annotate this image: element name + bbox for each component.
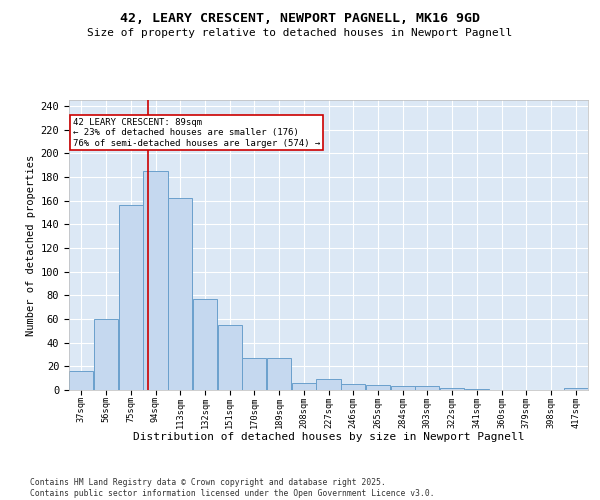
Bar — [193, 299, 217, 390]
Bar — [316, 380, 341, 390]
Text: Size of property relative to detached houses in Newport Pagnell: Size of property relative to detached ho… — [88, 28, 512, 38]
Bar — [242, 358, 266, 390]
Text: 42 LEARY CRESCENT: 89sqm
← 23% of detached houses are smaller (176)
76% of semi-: 42 LEARY CRESCENT: 89sqm ← 23% of detach… — [73, 118, 320, 148]
Bar — [415, 386, 439, 390]
Text: 42, LEARY CRESCENT, NEWPORT PAGNELL, MK16 9GD: 42, LEARY CRESCENT, NEWPORT PAGNELL, MK1… — [120, 12, 480, 26]
X-axis label: Distribution of detached houses by size in Newport Pagnell: Distribution of detached houses by size … — [133, 432, 524, 442]
Bar — [391, 386, 415, 390]
Bar — [563, 388, 587, 390]
Bar — [366, 386, 390, 390]
Bar — [465, 389, 489, 390]
Bar — [218, 325, 242, 390]
Text: Contains HM Land Registry data © Crown copyright and database right 2025.
Contai: Contains HM Land Registry data © Crown c… — [30, 478, 434, 498]
Bar — [440, 388, 464, 390]
Y-axis label: Number of detached properties: Number of detached properties — [26, 154, 37, 336]
Bar — [292, 383, 316, 390]
Bar — [168, 198, 192, 390]
Bar — [267, 358, 291, 390]
Bar — [341, 384, 365, 390]
Bar — [94, 319, 118, 390]
Bar — [119, 206, 143, 390]
Bar — [143, 171, 167, 390]
Bar — [70, 371, 94, 390]
